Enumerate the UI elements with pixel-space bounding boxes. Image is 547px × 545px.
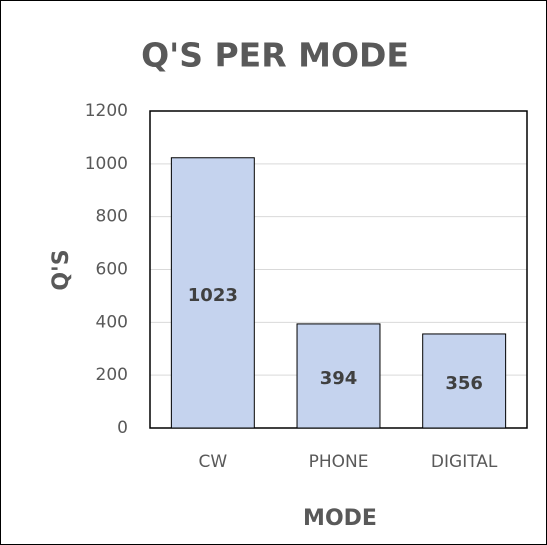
y-tick-label: 600 [96,260,128,280]
x-tick-label: PHONE [309,452,369,472]
x-tick-label: DIGITAL [431,452,498,472]
y-tick-label: 0 [117,418,128,438]
y-tick-label: 1000 [85,154,128,174]
data-label: 1023 [188,285,238,306]
x-axis-label: MODE [303,506,377,531]
y-tick-label: 800 [96,207,128,227]
chart-title: Q'S PER MODE [141,36,409,75]
y-tick-label: 200 [96,365,128,385]
x-tick-label: CW [198,452,227,472]
data-label: 356 [445,373,483,394]
y-tick-label: 400 [96,312,128,332]
bar [296,323,381,429]
y-tick-label: 1200 [85,101,128,121]
bar [170,157,255,429]
y-axis-label: Q'S [49,249,74,290]
data-label: 394 [320,368,358,389]
bar [422,333,507,429]
